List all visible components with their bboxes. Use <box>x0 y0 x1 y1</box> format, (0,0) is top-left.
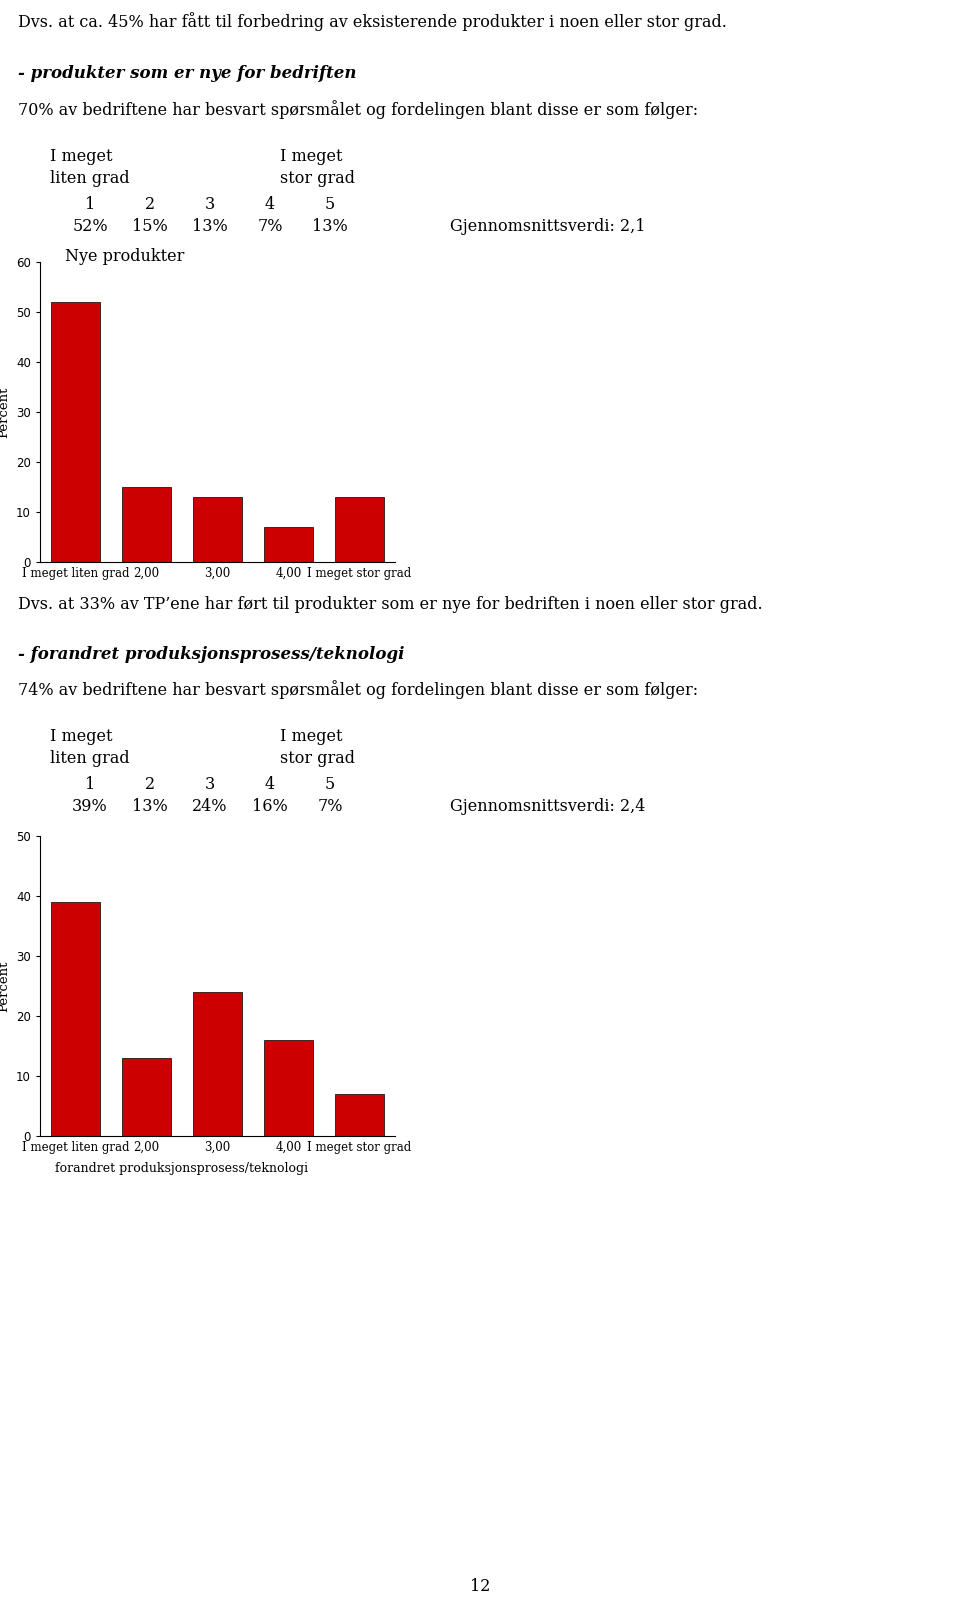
Text: Nye produkter: Nye produkter <box>65 248 184 264</box>
Text: 3: 3 <box>204 777 215 793</box>
Text: 4: 4 <box>265 777 276 793</box>
Y-axis label: Percent: Percent <box>0 387 11 438</box>
Bar <box>51 902 101 1136</box>
Y-axis label: Percent: Percent <box>0 960 11 1012</box>
Text: 7%: 7% <box>257 217 283 235</box>
Text: 4: 4 <box>265 197 276 213</box>
Bar <box>264 1041 313 1136</box>
Text: liten grad: liten grad <box>50 751 130 767</box>
Text: Gjennomsnittsverdi: 2,4: Gjennomsnittsverdi: 2,4 <box>450 797 645 815</box>
Text: Dvs. at ca. 45% har fått til forbedring av eksisterende produkter i noen eller s: Dvs. at ca. 45% har fått til forbedring … <box>18 11 727 31</box>
Text: 2: 2 <box>145 197 156 213</box>
Bar <box>51 301 101 562</box>
Bar <box>122 487 171 562</box>
Text: 24%: 24% <box>192 797 228 815</box>
Text: 5: 5 <box>324 197 335 213</box>
Text: - forandret produksjonsprosess/teknologi: - forandret produksjonsprosess/teknologi <box>18 646 404 664</box>
Text: stor grad: stor grad <box>280 171 355 187</box>
Text: 2: 2 <box>145 777 156 793</box>
Bar <box>264 527 313 562</box>
Text: 13%: 13% <box>192 217 228 235</box>
Bar <box>335 498 384 562</box>
Text: 74% av bedriftene har besvart spørsmålet og fordelingen blant disse er som følge: 74% av bedriftene har besvart spørsmålet… <box>18 680 698 699</box>
Text: 15%: 15% <box>132 217 168 235</box>
Bar <box>193 992 242 1136</box>
Text: Dvs. at 33% av TP’ene har ført til produkter som er nye for bedriften i noen ell: Dvs. at 33% av TP’ene har ført til produ… <box>18 596 762 614</box>
Text: I meget: I meget <box>50 148 112 164</box>
Text: stor grad: stor grad <box>280 751 355 767</box>
Text: 13%: 13% <box>132 797 168 815</box>
Text: 7%: 7% <box>317 797 343 815</box>
Text: I meget: I meget <box>280 728 343 744</box>
Text: 70% av bedriftene har besvart spørsmålet og fordelingen blant disse er som følge: 70% av bedriftene har besvart spørsmålet… <box>18 100 698 119</box>
Text: 52%: 52% <box>72 217 108 235</box>
Text: 39%: 39% <box>72 797 108 815</box>
Text: liten grad: liten grad <box>50 171 130 187</box>
Text: forandret produksjonsprosess/teknologi: forandret produksjonsprosess/teknologi <box>55 1162 308 1174</box>
Text: 5: 5 <box>324 777 335 793</box>
Text: 1: 1 <box>84 777 95 793</box>
Text: 1: 1 <box>84 197 95 213</box>
Text: 16%: 16% <box>252 797 288 815</box>
Bar <box>335 1094 384 1136</box>
Text: I meget: I meget <box>50 728 112 744</box>
Text: - produkter som er nye for bedriften: - produkter som er nye for bedriften <box>18 64 356 82</box>
Text: I meget: I meget <box>280 148 343 164</box>
Bar <box>193 498 242 562</box>
Text: 13%: 13% <box>312 217 348 235</box>
Text: Gjennomsnittsverdi: 2,1: Gjennomsnittsverdi: 2,1 <box>450 217 645 235</box>
Text: 3: 3 <box>204 197 215 213</box>
Bar <box>122 1058 171 1136</box>
Text: 12: 12 <box>469 1579 491 1595</box>
